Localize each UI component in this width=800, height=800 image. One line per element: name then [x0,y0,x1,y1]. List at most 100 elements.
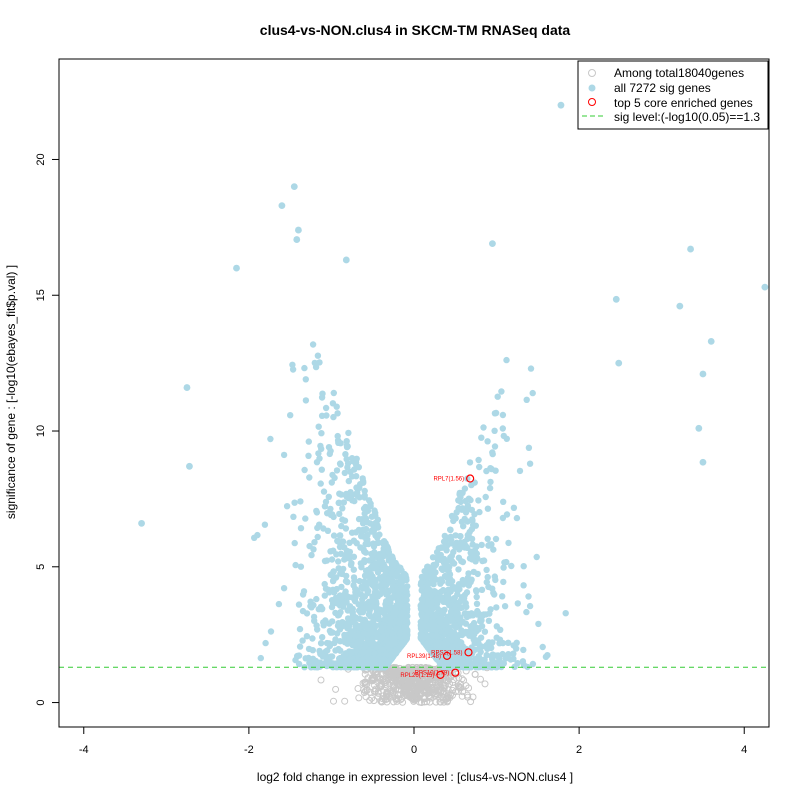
gene-point-sig [378,656,385,664]
gene-point-sig [401,571,408,579]
gene-point-sig [355,464,362,471]
gene-point-nonsig [427,694,434,702]
gene-point-sig [321,503,329,510]
gene-point-sig [314,626,321,633]
gene-point-sig [468,481,475,489]
gene-point-sig [460,595,468,602]
gene-point-sig [465,610,472,618]
gene-point-sig [483,566,490,574]
gene-point-sig [370,543,378,550]
gene-point-sig [467,623,474,630]
gene-point-outlier [295,226,302,234]
gene-point-sig [308,604,315,611]
gene-point-sig [428,647,435,654]
gene-point-sig [510,504,518,511]
gene-point-sig [318,430,325,437]
gene-point-sig [358,528,365,535]
gene-point-sig [390,635,398,642]
gene-point-nonsig [368,677,376,685]
gene-point-sig [291,499,298,506]
gene-point-sig [465,495,473,502]
gene-point-sig [303,610,311,617]
gene-point-sig [393,609,400,616]
gene-point-sig [353,647,360,654]
gene-point-sig [287,412,294,419]
gene-point-sig [468,576,475,583]
gene-point-sig [380,646,387,653]
gene-point-sig [302,376,309,383]
gene-point-sig [372,611,380,618]
gene-point-sig [313,595,320,603]
gene-point-sig [458,646,465,653]
core-gene-label: RPS2(1.58) [431,650,462,656]
gene-point-sig [529,660,537,668]
gene-point-outlier [290,183,298,191]
gene-point-sig [315,423,322,430]
gene-point-sig [343,493,350,500]
gene-point-sig [490,546,497,553]
gene-point-outlier [233,264,240,272]
gene-point-sig [361,492,368,499]
gene-point-nonsig [369,676,377,684]
gene-point-sig [382,582,390,589]
gene-point-nonsig [330,697,337,705]
gene-point-sig [341,631,348,639]
x-tick-label: -2 [244,744,254,756]
gene-point-sig [344,607,351,614]
gene-point-sig [261,521,269,528]
gene-point-sig [376,531,383,538]
gene-point-nonsig [410,671,418,679]
gene-point-sig [452,585,459,592]
gene-point-sig [320,622,327,629]
gene-point-sig [345,552,352,559]
gene-point-sig [473,593,480,601]
gene-point-sig [316,455,323,462]
gene-point-sig [425,591,432,598]
gene-point-sig [484,535,491,542]
gene-point-sig [343,592,351,600]
gene-point-sig [295,601,303,608]
gene-point-nonsig [410,680,418,688]
gene-point-sig [302,655,309,662]
gene-point-sig [334,612,342,619]
gene-point-sig [372,661,379,668]
gene-point-sig [462,663,470,670]
gene-point-sig [356,484,363,492]
gene-point-sig [449,643,456,650]
core-gene-label: RPL26(1.15) [400,673,434,679]
gene-point-outlier [699,458,707,466]
gene-point-sig [472,587,480,594]
gene-point-sig [525,593,532,600]
gene-point-sig [328,570,335,578]
gene-point-sig [446,624,454,631]
gene-point-sig [386,599,394,606]
gene-point-sig [474,611,481,618]
gene-point-sig [365,587,372,595]
gene-point-sig [467,549,474,557]
gene-point-sig [461,538,468,546]
gene-point-sig [360,630,367,637]
gene-point-sig [330,547,337,554]
gene-point-nonsig [393,671,401,679]
gene-point-sig [513,514,521,522]
gene-point-sig [360,533,367,540]
core-gene-label: RPS10(1.79) [415,671,450,677]
legend-box [577,60,769,130]
gene-point-outlier [676,302,684,310]
gene-point-sig [520,582,527,589]
gene-point-sig [348,529,356,536]
gene-point-sig [539,643,546,651]
gene-point-sig [478,586,486,593]
gene-point-outlier [138,519,145,527]
gene-point-sig [485,617,493,624]
gene-point-sig [493,623,500,630]
gene-point-sig [382,543,389,550]
gene-point-nonsig [477,675,484,683]
gene-point-nonsig [361,687,369,695]
gene-point-sig [336,510,343,518]
gene-point-sig [458,518,466,525]
gene-point-nonsig [381,681,389,688]
y-axis: 0 5 10 15 20 [35,153,60,706]
gene-point-sig [330,389,337,397]
gene-point-sig [474,570,481,578]
